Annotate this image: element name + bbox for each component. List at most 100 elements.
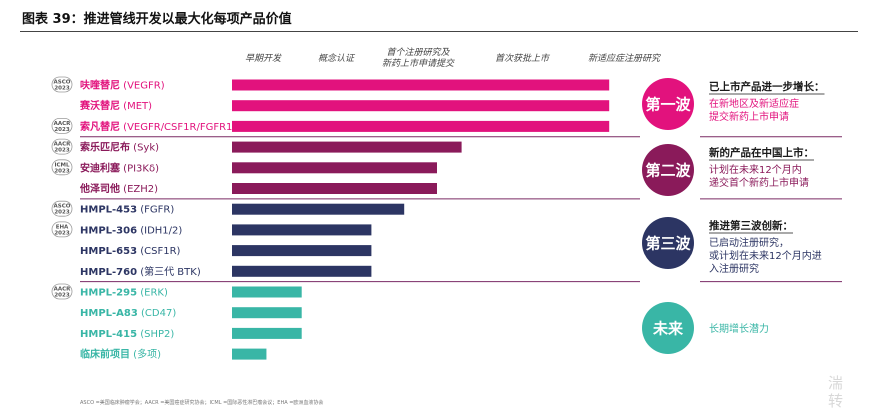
drug-name: 呋喹替尼	[80, 79, 120, 92]
pipeline-bar	[232, 100, 610, 112]
drug-target: (CD47)	[138, 308, 176, 319]
conference-badge-year: 2023	[54, 86, 69, 92]
drug-target: (SHP2)	[137, 329, 174, 340]
drug-label: 安迪利塞 (PI3Kδ)	[80, 161, 159, 174]
pipeline-bar	[232, 327, 302, 339]
drug-label: HMPL-295 (ERK)	[80, 288, 168, 299]
stage-header: 新适应症注册研究	[588, 53, 661, 64]
conference-badge	[51, 200, 73, 217]
drug-target: (MET)	[120, 101, 152, 112]
wave-description: 计划在未来12个月内	[709, 163, 802, 176]
wave-heading: 推进第三波创新：	[709, 219, 793, 232]
stage-header: 新药上市申请提交	[382, 58, 455, 69]
drug-target: (第三代 BTK)	[137, 265, 201, 278]
stage-header: 概念认证	[318, 53, 356, 64]
drug-label: HMPL-760 (第三代 BTK)	[80, 265, 201, 278]
drug-name: 安迪利塞	[80, 161, 121, 174]
wave-description: 长期增长潜力	[709, 322, 769, 335]
conference-badge-name: ASCO	[54, 80, 71, 86]
wave-circle	[642, 302, 694, 354]
watermark-text: 转	[828, 392, 843, 409]
stage-header: 首次获批上市	[495, 53, 551, 64]
drug-name: 索乐匹尼布	[80, 141, 130, 154]
wave-heading: 新的产品在中国上市：	[709, 146, 814, 159]
conference-badge-year: 2023	[54, 127, 69, 133]
title-divider	[20, 31, 858, 32]
drug-name: HMPL-653	[80, 246, 137, 257]
drug-name: 赛沃替尼	[79, 99, 120, 112]
wave-circle	[642, 217, 694, 269]
drug-name: 索凡替尼	[80, 120, 120, 133]
wave-description: 入注册研究	[709, 262, 759, 275]
drug-target: (FGFR)	[137, 205, 174, 216]
drug-name: HMPL-295	[80, 288, 137, 299]
pipeline-bar	[232, 348, 267, 360]
drug-target: (CSF1R)	[137, 246, 180, 257]
drug-label: 索凡替尼 (VEGFR/CSF1R/FGFR1)	[80, 120, 236, 133]
drug-target: (多项)	[130, 348, 161, 361]
wave-description: 在新地区及新适应症	[709, 97, 799, 110]
wave-label: 第二波	[645, 162, 691, 180]
pipeline-bar	[232, 245, 372, 257]
stage-header: 首个注册研究及	[386, 47, 450, 58]
pipeline-bar	[232, 224, 372, 236]
drug-target: (Syk)	[130, 143, 159, 154]
drug-label: HMPL-306 (IDH1/2)	[80, 225, 182, 236]
conference-badge-name: ICML	[54, 162, 70, 168]
wave-description: 提交新药上市申请	[709, 110, 789, 123]
drug-target: (VEGFR)	[120, 81, 165, 92]
conference-badge-name: ASCO	[54, 204, 71, 210]
pipeline-bar	[232, 141, 462, 153]
drug-label: 呋喹替尼 (VEGFR)	[80, 79, 165, 92]
conference-badge-name: AACR	[54, 121, 72, 127]
wave-circle	[642, 78, 694, 130]
conference-badge-year: 2023	[54, 293, 69, 299]
wave-description: 已启动注册研究，	[709, 236, 789, 249]
conference-badge	[51, 118, 73, 134]
drug-name: HMPL-A83	[80, 308, 138, 319]
wave-label: 第三波	[645, 235, 691, 253]
stage-header: 早期开发	[245, 53, 282, 64]
drug-label: HMPL-453 (FGFR)	[80, 205, 174, 216]
drug-label: 临床前项目 (多项)	[80, 348, 161, 361]
drug-name: HMPL-306	[80, 225, 137, 236]
drug-name: HMPL-760	[80, 267, 137, 278]
conference-badge	[51, 283, 73, 300]
drug-label: HMPL-415 (SHP2)	[80, 329, 174, 340]
pipeline-bar	[232, 203, 405, 215]
drug-label: 索乐匹尼布 (Syk)	[80, 141, 159, 154]
wave-description: 或计划在未来12个月内进	[709, 249, 822, 262]
drug-name: HMPL-415	[80, 329, 137, 340]
pipeline-bar	[232, 162, 437, 174]
conference-badge	[51, 76, 73, 93]
pipeline-bar	[232, 265, 372, 277]
footnote: ASCO =美国临床肿瘤学会；AACR =美国癌症研究协会；ICML =国际恶性…	[80, 399, 323, 406]
conference-badge-year: 2023	[54, 148, 69, 154]
conference-badge-year: 2023	[54, 168, 69, 174]
pipeline-bar	[232, 183, 437, 194]
wave-heading: 已上市产品进一步增长：	[709, 80, 825, 93]
pipeline-bar	[232, 286, 302, 298]
conference-badge-year: 2023	[54, 230, 69, 236]
conference-badge-name: AACR	[54, 287, 72, 293]
drug-name: HMPL-453	[80, 205, 137, 216]
drug-target: (ERK)	[137, 288, 168, 299]
wave-circle	[642, 144, 694, 196]
drug-target: (PI3Kδ)	[120, 163, 159, 174]
pipeline-bar	[232, 120, 610, 132]
drug-label: HMPL-653 (CSF1R)	[80, 246, 181, 257]
drug-target: (VEGFR/CSF1R/FGFR1)	[120, 122, 236, 133]
drug-name: 临床前项目	[80, 348, 130, 361]
wave-description: 递交首个新药上市申请	[709, 176, 809, 189]
wave-label: 第一波	[645, 96, 691, 114]
wave-label: 未来	[652, 320, 684, 338]
conference-badge	[51, 159, 73, 176]
conference-badge-name: AACR	[54, 142, 72, 148]
figure-title: 图表 39：推进管线开发以最大化每项产品价值	[22, 12, 292, 27]
conference-badge-year: 2023	[54, 210, 69, 216]
pipeline-bar	[232, 79, 610, 91]
drug-label: 赛沃替尼 (MET)	[79, 99, 152, 112]
conference-badge	[51, 221, 73, 238]
drug-label: 他泽司他 (EZH2)	[79, 182, 158, 195]
